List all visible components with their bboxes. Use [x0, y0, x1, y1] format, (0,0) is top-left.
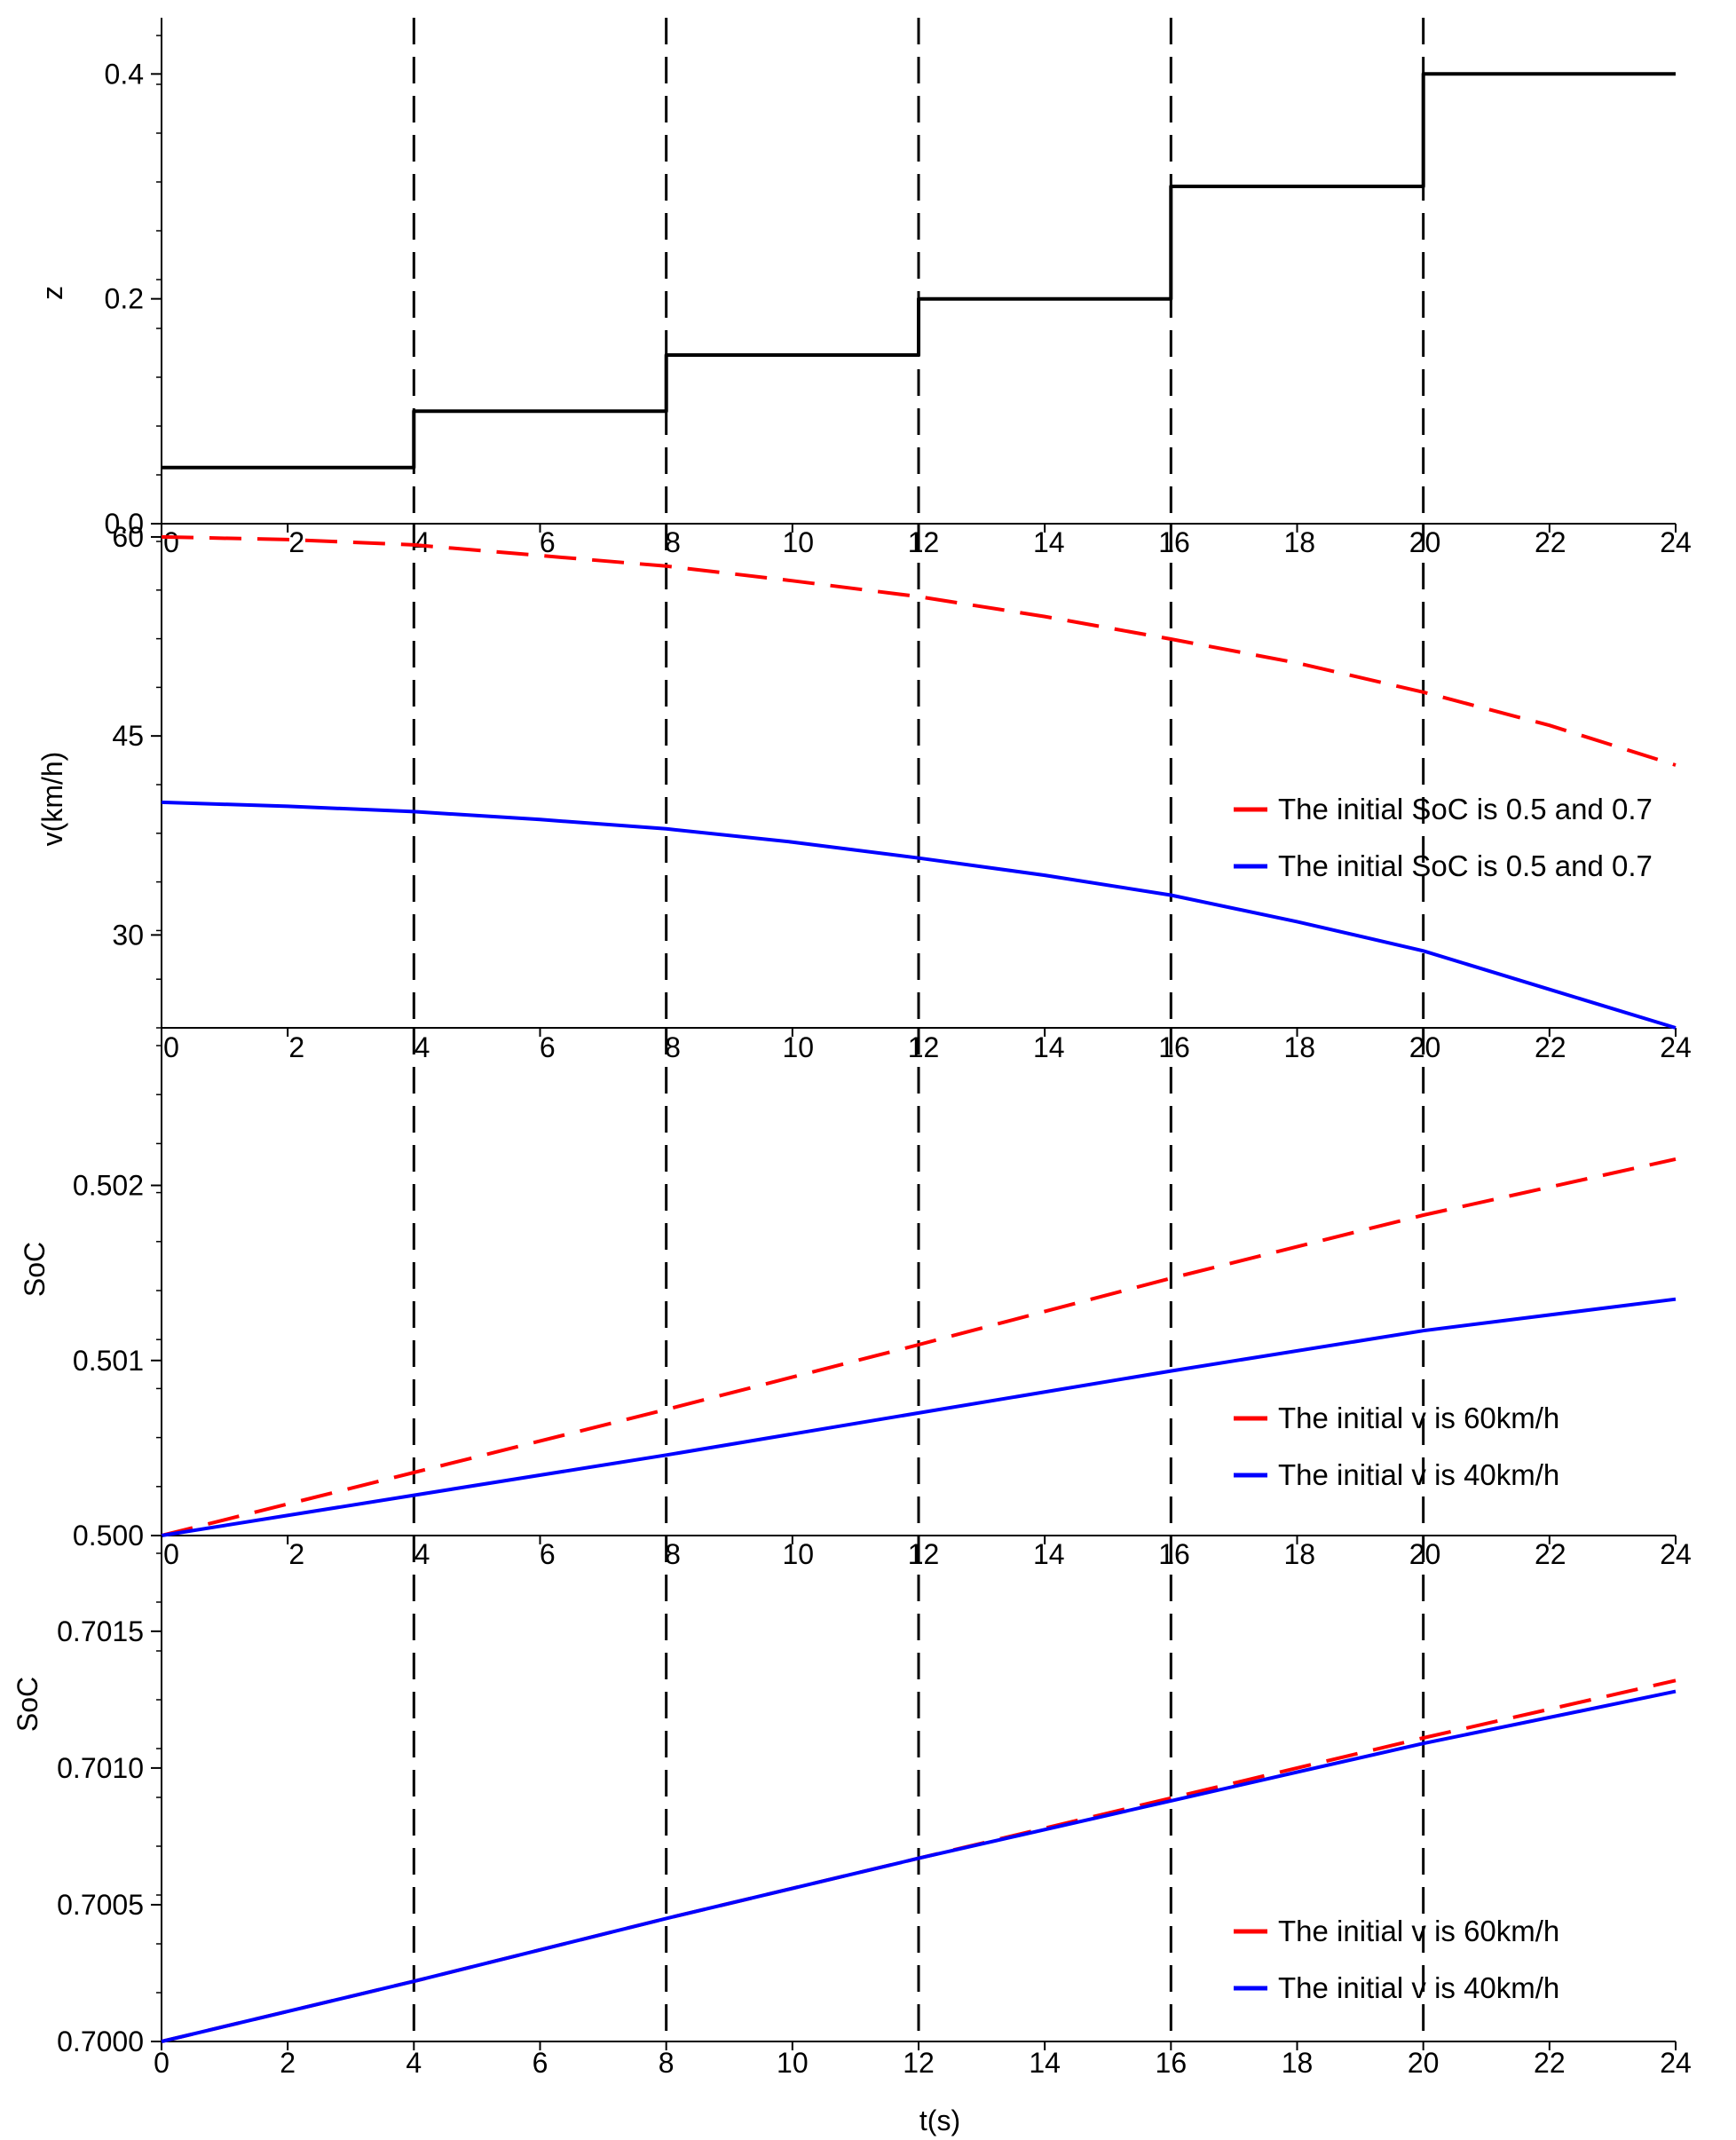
x-tick-label: 2	[288, 526, 304, 558]
y-tick-label: 0.7010	[57, 1752, 144, 1784]
x-tick-label: 4	[406, 2047, 422, 2079]
x-tick-label: 22	[1535, 1031, 1566, 1063]
x-tick-label: 0	[163, 526, 179, 558]
x-tick-label: 8	[659, 2047, 675, 2079]
x-tick-label: 20	[1409, 526, 1441, 558]
x-tick-label: 24	[1660, 526, 1692, 558]
x-tick-label: 12	[908, 1031, 940, 1063]
y-axis-label: SoC	[12, 1677, 43, 1732]
x-tick-label: 16	[1158, 1031, 1190, 1063]
x-tick-label: 2	[288, 1538, 304, 1570]
x-tick-label: 20	[1408, 2047, 1440, 2079]
series-line-1	[161, 1297, 1677, 1537]
x-tick-label: 14	[1033, 1538, 1065, 1570]
x-tick-label: 2	[280, 2047, 296, 2079]
x-tick-label: 14	[1033, 526, 1065, 558]
x-tick-label: 6	[533, 2047, 548, 2079]
x-tick-label: 6	[540, 526, 556, 558]
legend-label: The initial v is 60km/h	[1278, 1915, 1559, 1947]
y-tick-label: 60	[112, 521, 144, 553]
x-tick-label: 14	[1033, 1031, 1065, 1063]
y-axis-label: SoC	[19, 1242, 51, 1297]
series-line-0	[161, 1157, 1677, 1537]
y-tick-label: 0.7005	[57, 1889, 144, 1921]
x-tick-label: 16	[1158, 1538, 1190, 1570]
legend: The initial SoC is 0.5 and 0.7 The initia…	[1234, 793, 1653, 882]
legend: The initial v is 60km/h The initial v is …	[1234, 1402, 1559, 1491]
x-tick-label: 6	[540, 1538, 556, 1570]
x-tick-label: 24	[1660, 1538, 1692, 1570]
x-tick-label: 12	[908, 1538, 940, 1570]
y-tick-label: 0.7015	[57, 1615, 144, 1647]
x-axis-label: t(s)	[919, 2104, 960, 2136]
x-tick-label: 10	[777, 2047, 809, 2079]
x-tick-label: 4	[414, 1538, 430, 1570]
x-tick-label: 24	[1660, 2047, 1692, 2079]
y-tick-label: 45	[112, 720, 144, 752]
series-line-0	[162, 72, 1676, 470]
x-tick-label: 6	[540, 1031, 556, 1063]
x-tick-label: 12	[908, 526, 940, 558]
x-tick-label: 22	[1535, 526, 1566, 558]
x-tick-label: 16	[1158, 526, 1190, 558]
x-tick-label: 8	[665, 1031, 681, 1063]
x-tick-label: 4	[414, 526, 430, 558]
y-tick-label: 0.502	[73, 1170, 144, 1202]
x-tick-label: 2	[288, 1031, 304, 1063]
x-tick-label: 10	[782, 526, 814, 558]
series-line-1	[161, 1689, 1677, 2043]
legend-label: The initial v is 40km/h	[1278, 1458, 1559, 1491]
x-tick-label: 0	[163, 1031, 179, 1063]
legend-label: The initial v is 40km/h	[1278, 1971, 1559, 2004]
x-tick-label: 22	[1535, 1538, 1566, 1570]
x-tick-label: 14	[1029, 2047, 1061, 2079]
x-tick-label: 18	[1283, 526, 1315, 558]
x-tick-label: 8	[665, 526, 681, 558]
x-tick-label: 20	[1409, 1031, 1441, 1063]
series-line-0	[161, 534, 1677, 767]
x-tick-label: 0	[154, 2047, 170, 2079]
legend-label: The initial v is 60km/h	[1278, 1402, 1559, 1434]
y-tick-label: 0.2	[105, 283, 144, 315]
x-tick-label: 18	[1283, 1031, 1315, 1063]
legend-label: The initial SoC is 0.5 and 0.7	[1278, 793, 1653, 825]
legend-label: The initial SoC is 0.5 and 0.7	[1278, 849, 1653, 882]
x-tick-label: 18	[1283, 1538, 1315, 1570]
series-line-1	[161, 800, 1677, 1030]
x-tick-label: 18	[1282, 2047, 1314, 2079]
y-tick-label: 0.4	[105, 58, 144, 90]
x-tick-label: 4	[414, 1031, 430, 1063]
legend: The initial v is 60km/h The initial v is …	[1234, 1915, 1559, 2004]
x-tick-label: 20	[1409, 1538, 1441, 1570]
y-tick-label: 30	[112, 919, 144, 951]
x-tick-label: 22	[1534, 2047, 1566, 2079]
y-tick-label: 0.501	[73, 1345, 144, 1377]
x-tick-label: 16	[1156, 2047, 1188, 2079]
x-tick-label: 12	[903, 2047, 935, 2079]
x-tick-label: 10	[782, 1031, 814, 1063]
x-tick-label: 24	[1660, 1031, 1692, 1063]
x-tick-label: 8	[665, 1538, 681, 1570]
y-tick-label: 0.500	[73, 1520, 144, 1552]
y-tick-label: 0.7000	[57, 2025, 144, 2057]
x-tick-label: 10	[782, 1538, 814, 1570]
y-axis-label: v(km/h)	[36, 752, 68, 847]
y-tick-label: 0.0	[105, 508, 144, 540]
y-axis-label: z	[36, 286, 68, 300]
x-tick-label: 0	[163, 1538, 179, 1570]
